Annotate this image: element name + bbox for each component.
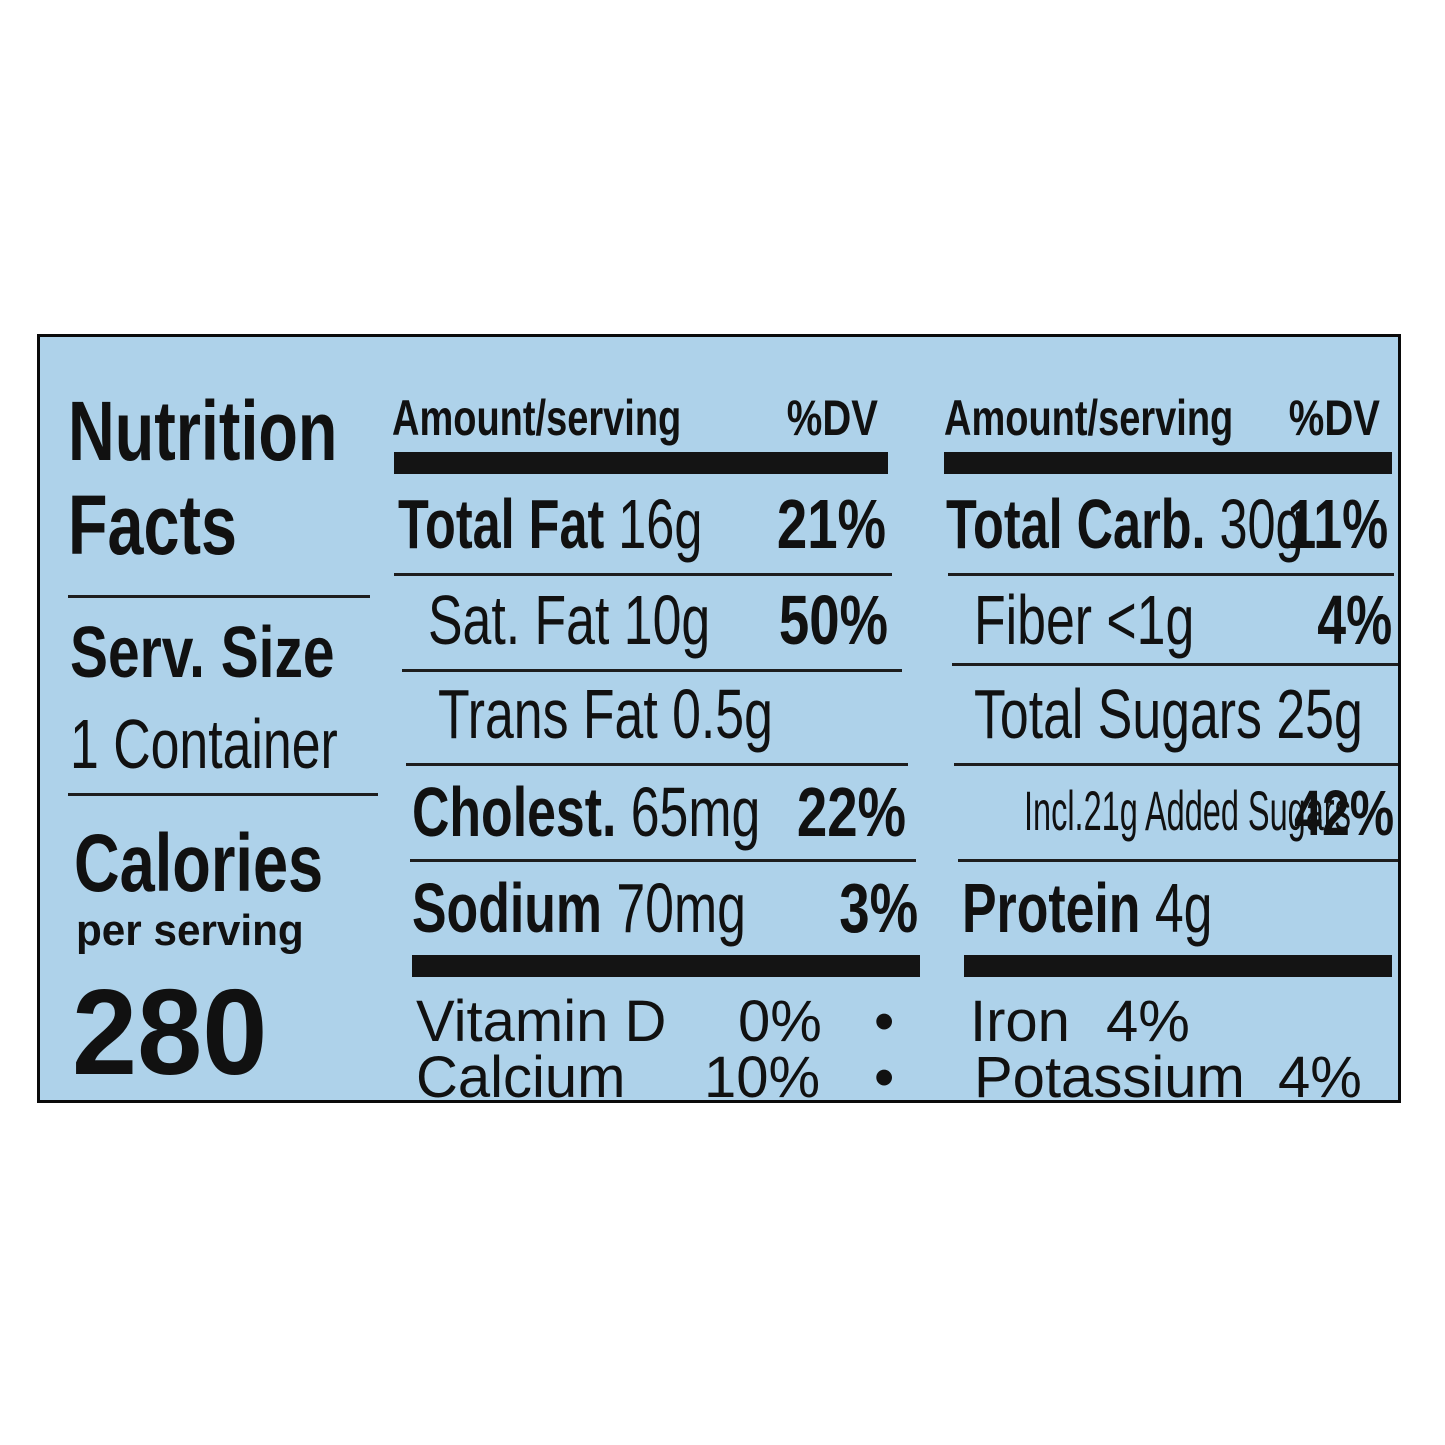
cholest-dv: 22% (796, 773, 906, 851)
middle-header-amount: Amount/serving (392, 390, 682, 446)
bullet-1: • (874, 989, 895, 1054)
vitamin-d-label: Vitamin D (416, 989, 667, 1054)
iron-label: Iron (970, 989, 1070, 1054)
total-carb-name: Total Carb. (946, 485, 1206, 563)
calories-value: 280 (72, 964, 268, 1100)
serv-size-value: 1 Container (70, 705, 338, 783)
row-protein: Protein 4g (962, 873, 1300, 943)
protein-name: Protein (962, 869, 1141, 947)
left-rule-1 (68, 595, 370, 598)
cholest-amount: 65mg (630, 773, 761, 851)
total-fat-dv: 21% (776, 485, 886, 563)
right-rule-3 (954, 763, 1398, 766)
bullet-2: • (874, 1045, 895, 1103)
total-fat-amount: 16g (618, 485, 703, 563)
middle-thick-bar-bottom (412, 955, 920, 977)
row-cholest: Cholest. 65mg (412, 777, 883, 847)
total-carb-amount: 30g (1219, 485, 1304, 563)
row-fiber: Fiber <1g (974, 581, 1195, 659)
calories-label: Calories (74, 818, 324, 909)
total-fat-name: Total Fat (398, 485, 605, 563)
potassium-label: Potassium (974, 1045, 1245, 1103)
total-carb-dv: 11% (1287, 485, 1388, 563)
middle-rule-3 (406, 763, 908, 766)
vitamin-d-value: 0% (738, 989, 822, 1054)
added-sugars-dv: 42% (1294, 777, 1394, 849)
iron-value: 4% (1106, 989, 1190, 1054)
title-nutrition: Nutrition (68, 384, 338, 478)
right-header-amount: Amount/serving (944, 390, 1234, 446)
sodium-dv: 3% (839, 869, 918, 947)
row-total-sugars: Total Sugars 25g (974, 675, 1363, 753)
title-facts: Facts (68, 478, 237, 572)
row-total-fat: Total Fat 16g (398, 489, 821, 559)
left-rule-2 (68, 793, 378, 796)
fiber-dv: 4% (1317, 581, 1392, 659)
middle-rule-4 (410, 859, 916, 862)
row-added-sugars: Incl.21g Added Sugars (1024, 779, 1351, 842)
right-thick-bar-top (944, 452, 1392, 474)
sodium-name: Sodium (412, 869, 602, 947)
sat-fat-dv: 50% (778, 581, 888, 659)
per-serving: per serving (76, 906, 304, 955)
row-sat-fat: Sat. Fat 10g (428, 581, 711, 659)
protein-amount: 4g (1154, 869, 1213, 947)
middle-rule-1 (394, 573, 892, 576)
calcium-label: Calcium (416, 1045, 626, 1103)
right-header-dv: %DV (1288, 390, 1380, 446)
right-rule-4 (958, 859, 1398, 862)
right-rule-2 (952, 663, 1398, 666)
right-thick-bar-bottom (964, 955, 1392, 977)
row-sodium: Sodium 70mg (412, 873, 863, 943)
row-trans-fat: Trans Fat 0.5g (438, 675, 773, 753)
row-total-carb: Total Carb. 30g (946, 489, 1398, 559)
middle-rule-2 (402, 669, 902, 672)
right-rule-1 (948, 573, 1394, 576)
sodium-amount: 70mg (616, 869, 746, 947)
cholest-name: Cholest. (412, 773, 617, 851)
middle-thick-bar-top (394, 452, 888, 474)
nutrition-label: Nutrition Facts Serv. Size 1 Container C… (37, 334, 1401, 1103)
calcium-value: 10% (704, 1045, 821, 1103)
middle-header-dv: %DV (786, 390, 878, 446)
potassium-value: 4% (1278, 1045, 1362, 1103)
serv-size-label: Serv. Size (70, 613, 335, 693)
